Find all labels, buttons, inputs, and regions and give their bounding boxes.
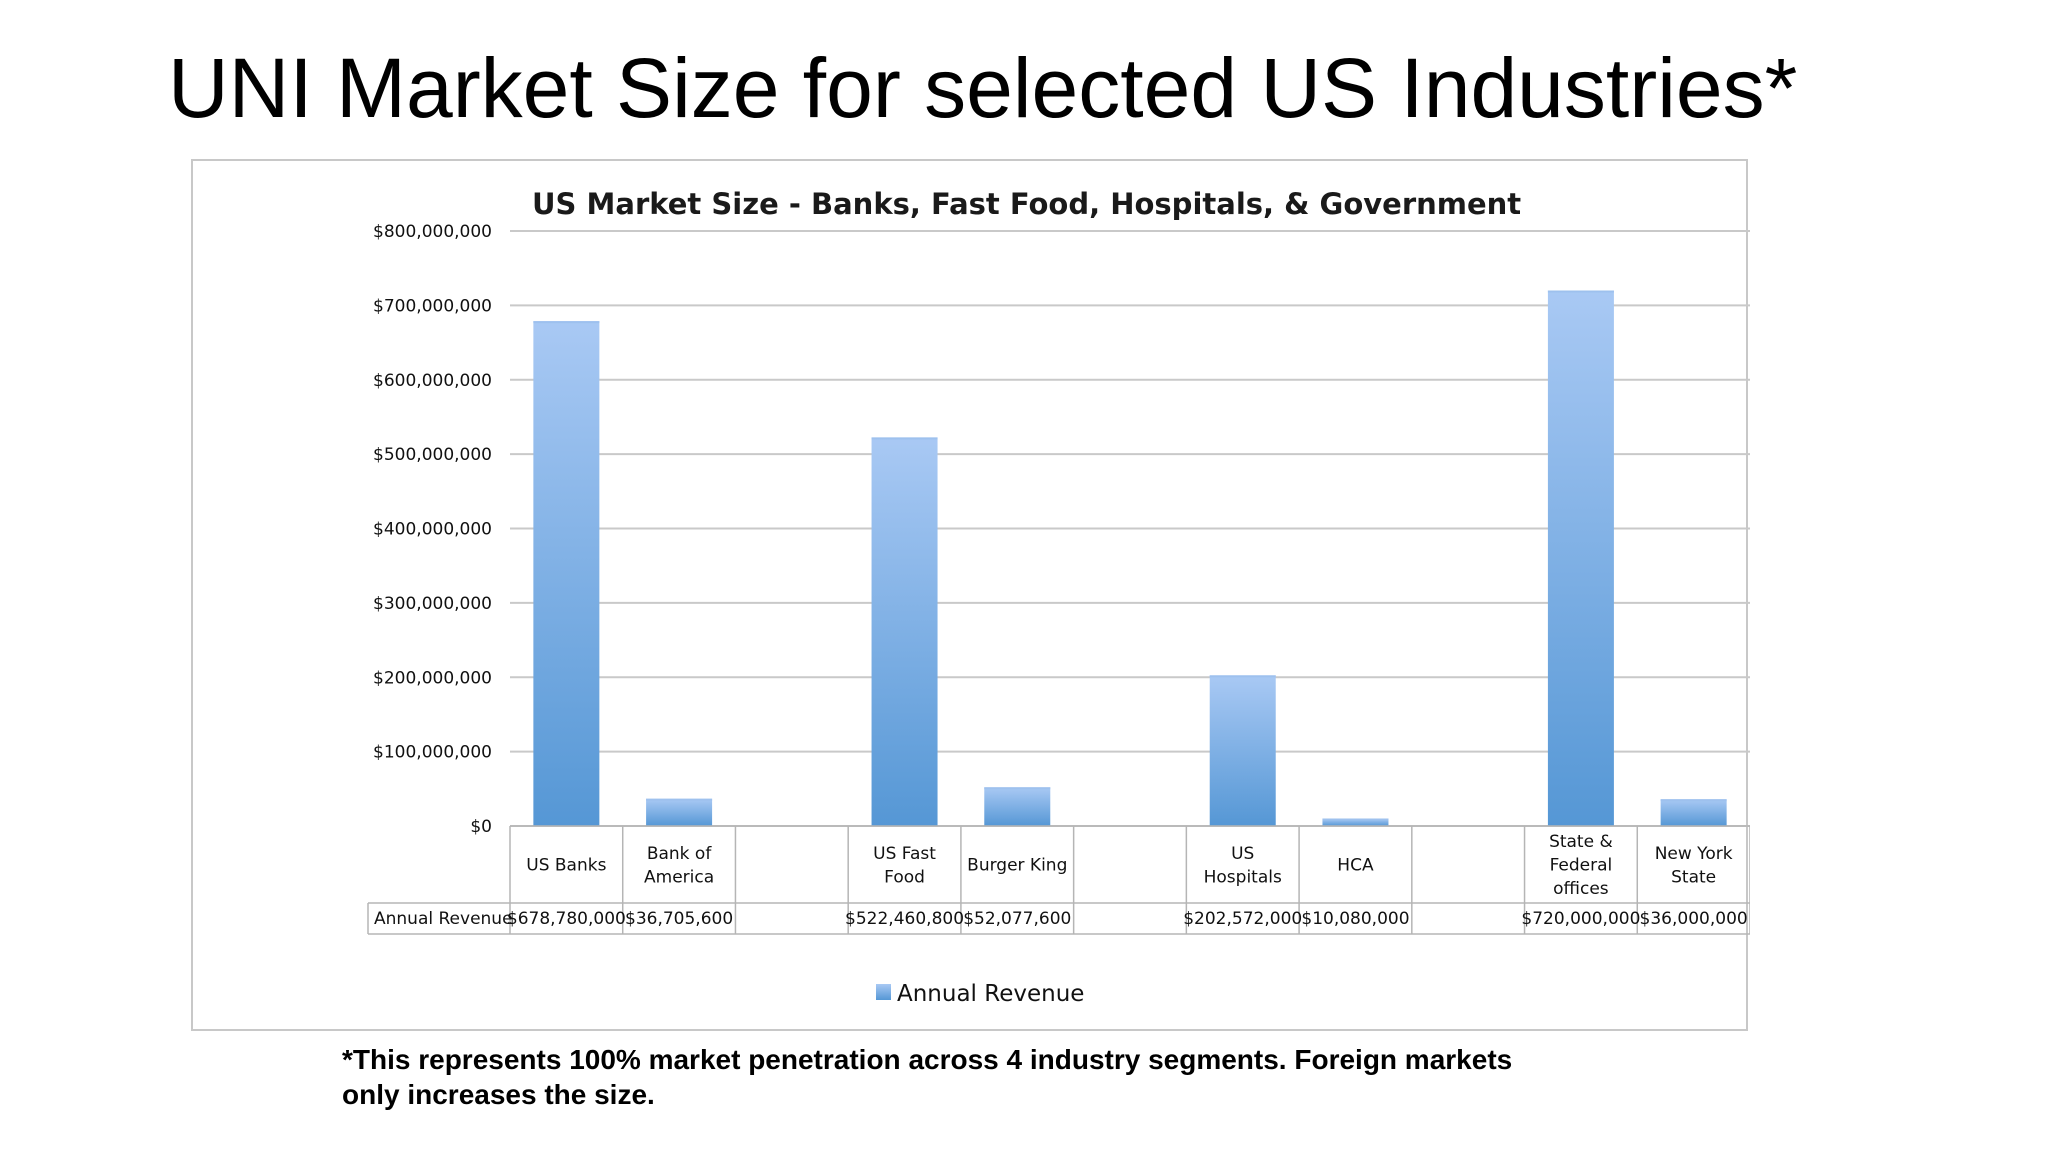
bar — [1547, 290, 1614, 826]
y-tick-label: $600,000,000 — [373, 371, 492, 391]
data-value-label: $36,000,000 — [1640, 909, 1748, 929]
data-value-label: $720,000,000 — [1521, 909, 1640, 929]
bar — [533, 321, 600, 826]
bar-top-edge — [1209, 675, 1276, 678]
y-tick-label: $0 — [470, 817, 492, 837]
x-category-label: Food — [884, 867, 925, 887]
bar — [1660, 799, 1727, 826]
bar-top-edge — [1547, 290, 1614, 293]
bar-top-edge — [646, 798, 713, 801]
x-category-label: Federal — [1550, 856, 1613, 876]
y-tick-label: $800,000,000 — [373, 222, 492, 242]
x-category-label: Bank of — [647, 844, 713, 864]
data-value-label: $522,460,800 — [845, 909, 964, 929]
data-value-label: $36,705,600 — [625, 909, 733, 929]
x-category-label: US Fast — [873, 844, 936, 864]
legend-label: Annual Revenue — [897, 981, 1084, 1007]
footnote: *This represents 100% market penetration… — [342, 1042, 1642, 1112]
y-tick-label: $700,000,000 — [373, 296, 492, 316]
y-tick-label: $100,000,000 — [373, 743, 492, 763]
data-value-label: $202,572,000 — [1183, 909, 1302, 929]
bar-top-edge — [533, 321, 600, 324]
x-category-label: State & — [1549, 832, 1613, 852]
x-category-label: US — [1231, 844, 1254, 864]
chart-title: US Market Size - Banks, Fast Food, Hospi… — [532, 187, 1521, 221]
bar-top-edge — [984, 787, 1051, 790]
series-row-header: Annual Revenue — [374, 909, 513, 929]
x-category-label: New York — [1655, 844, 1733, 864]
x-category-label: HCA — [1337, 856, 1374, 876]
footnote-line-2: only increases the size. — [342, 1079, 655, 1110]
y-tick-label: $200,000,000 — [373, 668, 492, 688]
footnote-line-1: *This represents 100% market penetration… — [342, 1044, 1513, 1075]
bar — [984, 787, 1051, 826]
bar — [646, 798, 713, 826]
bar-top-edge — [871, 437, 938, 440]
x-category-label: Hospitals — [1204, 867, 1282, 887]
x-category-label: Burger King — [967, 856, 1067, 876]
y-tick-label: $400,000,000 — [373, 520, 492, 540]
y-tick-label: $300,000,000 — [373, 594, 492, 614]
data-value-label: $52,077,600 — [963, 909, 1071, 929]
legend-swatch — [876, 984, 891, 1000]
bar — [1322, 818, 1389, 826]
data-value-label: $10,080,000 — [1301, 909, 1409, 929]
chart-frame: US Market Size - Banks, Fast Food, Hospi… — [191, 159, 1750, 1031]
bar-top-edge — [1660, 799, 1727, 802]
x-category-label: US Banks — [526, 856, 606, 876]
y-tick-label: $500,000,000 — [373, 445, 492, 465]
x-category-label: offices — [1553, 879, 1609, 899]
bar — [871, 437, 938, 826]
slide-title: UNI Market Size for selected US Industri… — [168, 41, 1798, 135]
bar-top-edge — [1322, 818, 1389, 821]
data-value-label: $678,780,000 — [507, 909, 626, 929]
bar-chart: US Market Size - Banks, Fast Food, Hospi… — [367, 187, 1750, 1007]
x-category-label: State — [1671, 867, 1716, 887]
x-category-label: America — [644, 867, 714, 887]
bar — [1209, 675, 1276, 826]
